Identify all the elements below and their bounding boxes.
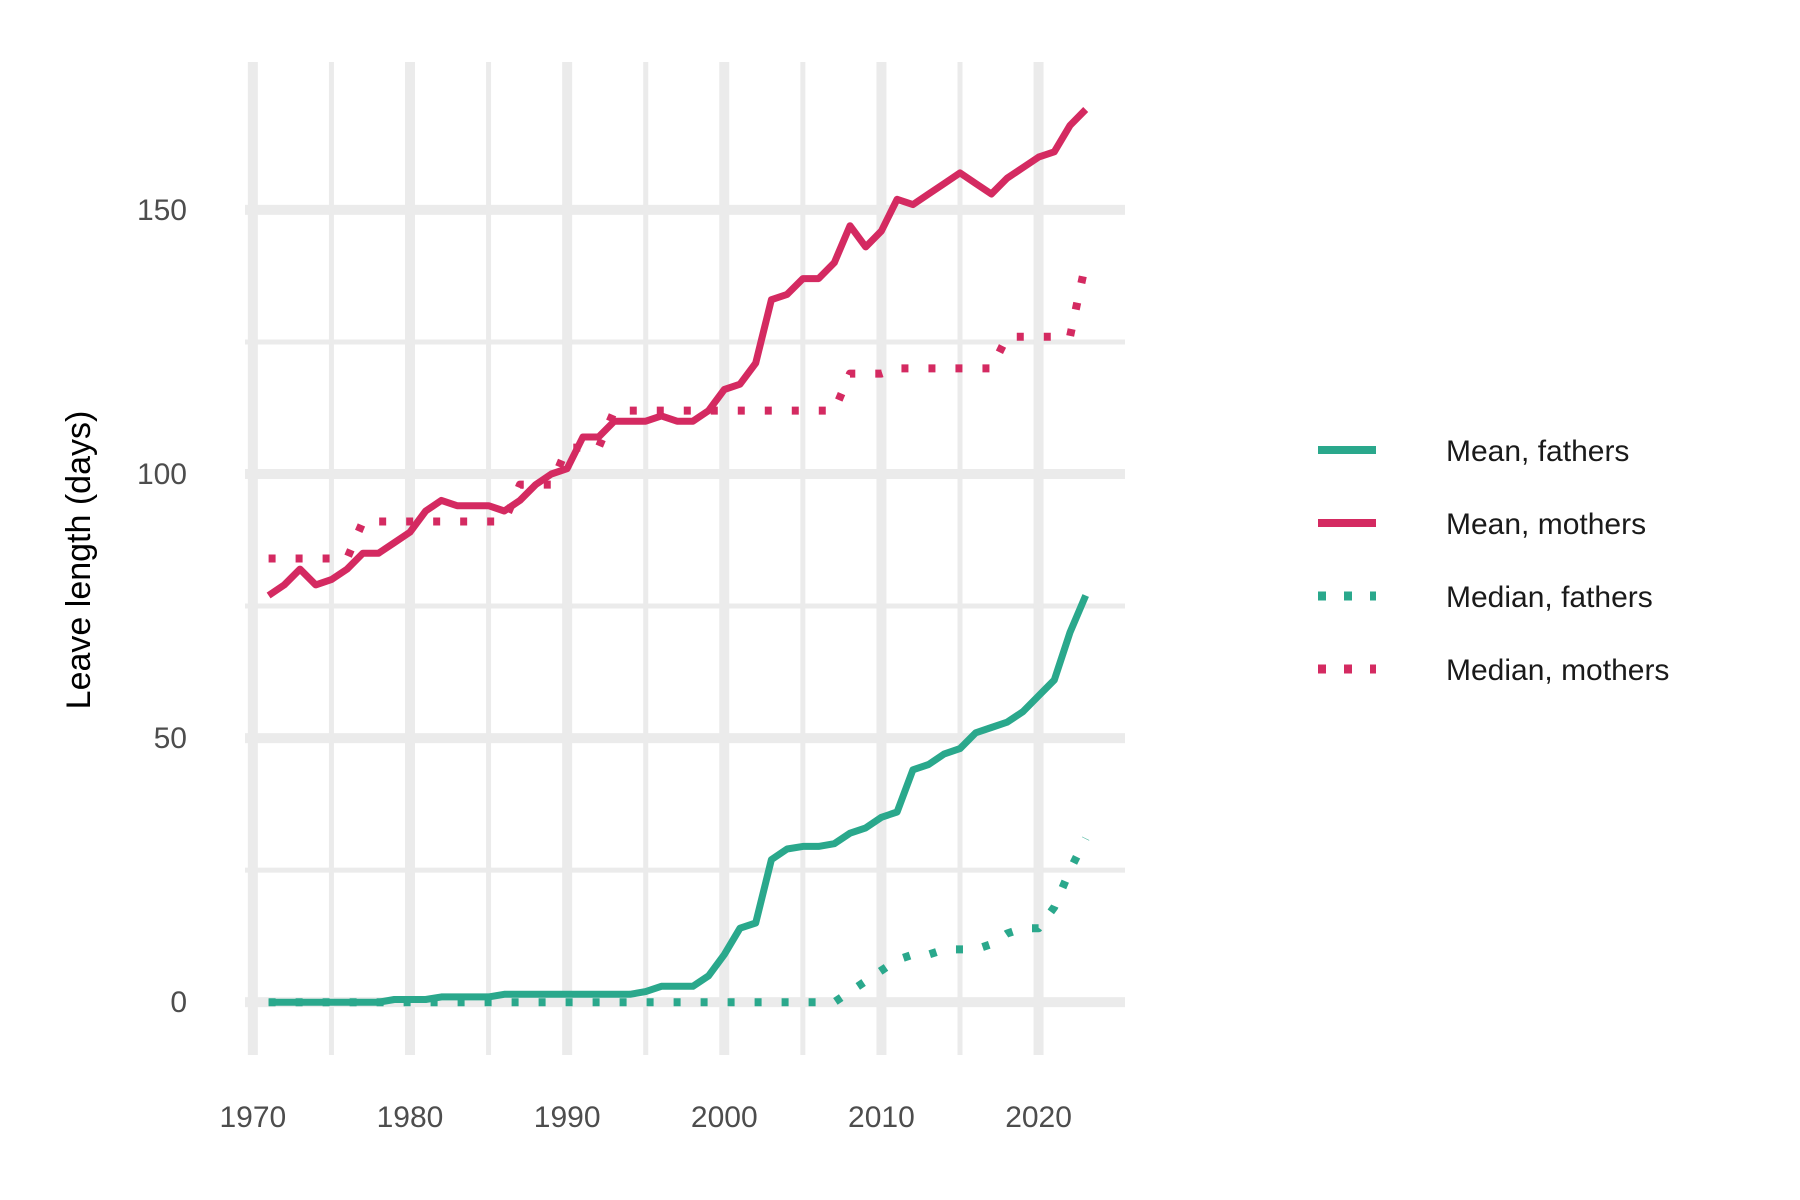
legend: Mean, fathers Mean, mothers Median, father… — [1318, 435, 1669, 687]
x-tick-label: 2000 — [691, 1101, 758, 1134]
series-lines — [266, 107, 1090, 1007]
x-tick-label: 1990 — [534, 1101, 601, 1134]
x-tick-label: 1980 — [377, 1101, 444, 1134]
series-line-mean-mothers — [266, 107, 1089, 599]
y-axis-ticks: 0 50 100 150 — [137, 194, 187, 1019]
y-tick-label: 100 — [137, 458, 187, 491]
y-axis-title: Leave length (days) — [60, 411, 98, 710]
y-tick-label: 0 — [170, 986, 187, 1019]
legend-label: Median, mothers — [1446, 654, 1669, 687]
x-axis-ticks: 1970 1980 1990 2000 2010 2020 — [219, 1101, 1071, 1134]
y-tick-label: 50 — [154, 722, 187, 755]
series-line-median-fathers — [268, 836, 1090, 1007]
x-tick-label: 2020 — [1005, 1101, 1072, 1134]
legend-label: Median, fathers — [1446, 581, 1653, 614]
series-line-mean-fathers — [268, 594, 1089, 1006]
legend-label: Mean, mothers — [1446, 508, 1646, 541]
y-tick-label: 150 — [137, 194, 187, 227]
legend-label: Mean, fathers — [1446, 435, 1629, 468]
x-tick-label: 2010 — [848, 1101, 915, 1134]
series-line-median-mothers — [268, 261, 1090, 563]
gridlines — [245, 62, 1125, 1055]
x-tick-label: 1970 — [219, 1101, 286, 1134]
